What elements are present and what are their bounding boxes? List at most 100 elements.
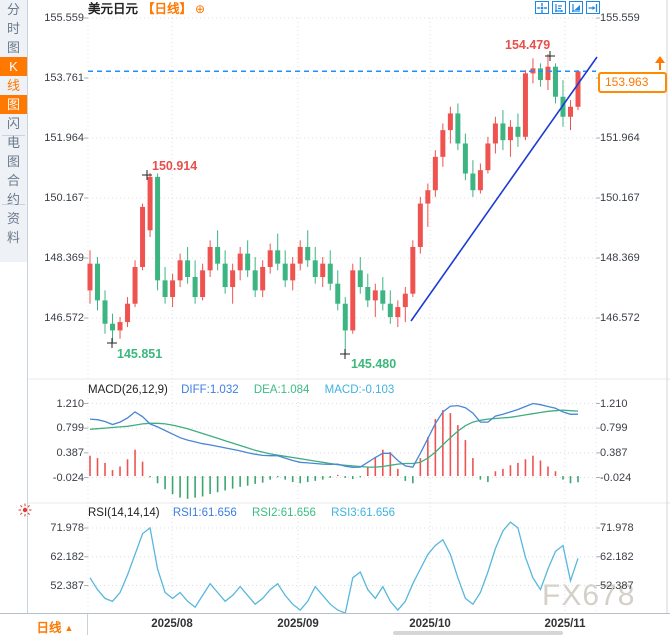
candle-body: [485, 143, 491, 171]
y-axis-label: 1.210: [600, 397, 628, 410]
y-axis-label: 62.182: [600, 550, 634, 563]
candle-body: [102, 300, 108, 324]
candle-body: [440, 130, 446, 157]
candle-body: [222, 263, 228, 288]
indicator-settings-icon[interactable]: [18, 503, 32, 517]
bottom-bar: 日线 ▲ 2025/08 2025/09 2025/10 2025/11: [0, 613, 670, 635]
x-axis-date-label: 2025/09: [277, 618, 319, 630]
current-price-tag: 153.963: [598, 72, 667, 93]
candle-body: [447, 113, 453, 131]
diff-line: [89, 402, 579, 469]
candle-body: [342, 303, 348, 331]
candle-body: [507, 126, 513, 141]
rsi-line: [89, 521, 579, 614]
macd-diff-value: DIFF:1.032: [181, 384, 239, 396]
candle-body: [372, 290, 378, 301]
candle-body: [575, 71, 581, 107]
candle-body: [515, 126, 521, 137]
axis-range-icon[interactable]: [552, 1, 566, 14]
y-axis-label: 71.978: [600, 522, 634, 534]
candle-body: [252, 270, 258, 291]
sidebar-tab-char: 图: [0, 95, 27, 114]
candle-body: [260, 266, 266, 291]
y-axis-label: 1.210: [56, 397, 84, 410]
sidebar-tab-char: 料: [6, 230, 20, 245]
candle-body: [125, 303, 131, 323]
candle-body: [365, 287, 371, 301]
y-axis-label: 150.167: [44, 192, 84, 204]
sidebar-tab-lightning-chart[interactable]: 闪电图: [0, 114, 27, 171]
candle-body: [282, 263, 288, 281]
sidebar-tab-contract-info[interactable]: 合约资料: [0, 171, 27, 247]
candle-body: [290, 263, 296, 281]
candle-body: [492, 123, 498, 144]
y-axis-label: 155.559: [44, 12, 84, 24]
sidebar-tab-char: 线: [6, 78, 20, 93]
y-axis-label: 148.369: [600, 252, 640, 264]
candle-body: [215, 246, 221, 264]
candle-body: [132, 266, 138, 304]
sidebar-tab-char: 分: [6, 2, 20, 17]
candle-body: [312, 260, 318, 278]
y-axis-label: 52.387: [50, 579, 84, 592]
candle-body: [95, 263, 101, 301]
candle-body: [425, 190, 431, 204]
rsi1-value: RSI1:61.656: [172, 507, 237, 519]
candle-body: [410, 246, 416, 294]
macd-title: MACD(26,12,9): [88, 384, 168, 396]
x-axis-date-label: 2025/10: [409, 618, 451, 630]
y-axis-label: 146.572: [600, 312, 640, 324]
y-axis-label: 0.799: [600, 422, 628, 435]
candle-body: [462, 143, 468, 174]
rsi3-value: RSI3:61.656: [331, 507, 396, 519]
crosshair-icon[interactable]: [535, 1, 549, 14]
macd-value: MACD:-0.103: [324, 384, 395, 396]
candle-body: [380, 290, 386, 304]
y-axis-label: 153.761: [44, 72, 84, 84]
candle-body: [185, 260, 191, 278]
x-axis-date-label: 2025/08: [151, 618, 193, 630]
candle-body: [567, 106, 573, 117]
chart-title: 美元日元 【日线】 ⊕: [88, 1, 205, 17]
exit-chart-icon[interactable]: [586, 1, 600, 14]
horizontal-scrollbar-thumb[interactable]: [393, 631, 563, 635]
sidebar-tab-char: 时: [6, 21, 20, 36]
candle-body: [155, 176, 161, 281]
candle-body: [147, 176, 153, 231]
candle-body: [395, 307, 401, 318]
sidebar-tab-char: 约: [6, 192, 20, 207]
y-axis-label: 146.572: [44, 312, 84, 324]
sidebar-tab-char: 合: [6, 173, 20, 188]
auto-fit-icon[interactable]: [569, 1, 583, 14]
rsi2-value: RSI2:61.656: [251, 507, 316, 519]
candle-body: [417, 203, 423, 247]
candle-body: [500, 123, 506, 141]
price-arrow-stem: [659, 63, 661, 70]
price-arrow-icon: [655, 56, 665, 63]
candle-body: [455, 113, 461, 144]
candle-body: [387, 303, 393, 318]
y-axis-label: 0.387: [600, 446, 628, 459]
sidebar-tab-char: 图: [6, 40, 20, 55]
y-axis-label: -0.024: [52, 471, 84, 484]
trendline[interactable]: [410, 56, 598, 322]
add-indicator-icon[interactable]: ⊕: [195, 2, 206, 16]
sidebar-tab-char: 资: [6, 211, 20, 226]
candle-body: [162, 280, 168, 298]
period-selector[interactable]: 日线 ▲: [22, 617, 88, 635]
low-price-annotation: 145.480: [351, 357, 397, 371]
sidebar-tab-time-chart[interactable]: 分时图: [0, 0, 27, 57]
candle-body: [335, 283, 341, 304]
candle-body: [477, 170, 483, 191]
period-arrow-icon: ▲: [64, 623, 74, 633]
candle-body: [357, 270, 363, 288]
sidebar-background: [0, 0, 27, 262]
candle-body: [177, 260, 183, 281]
candle-body: [327, 263, 333, 284]
candle-body: [230, 270, 236, 288]
candle-body: [432, 156, 438, 191]
